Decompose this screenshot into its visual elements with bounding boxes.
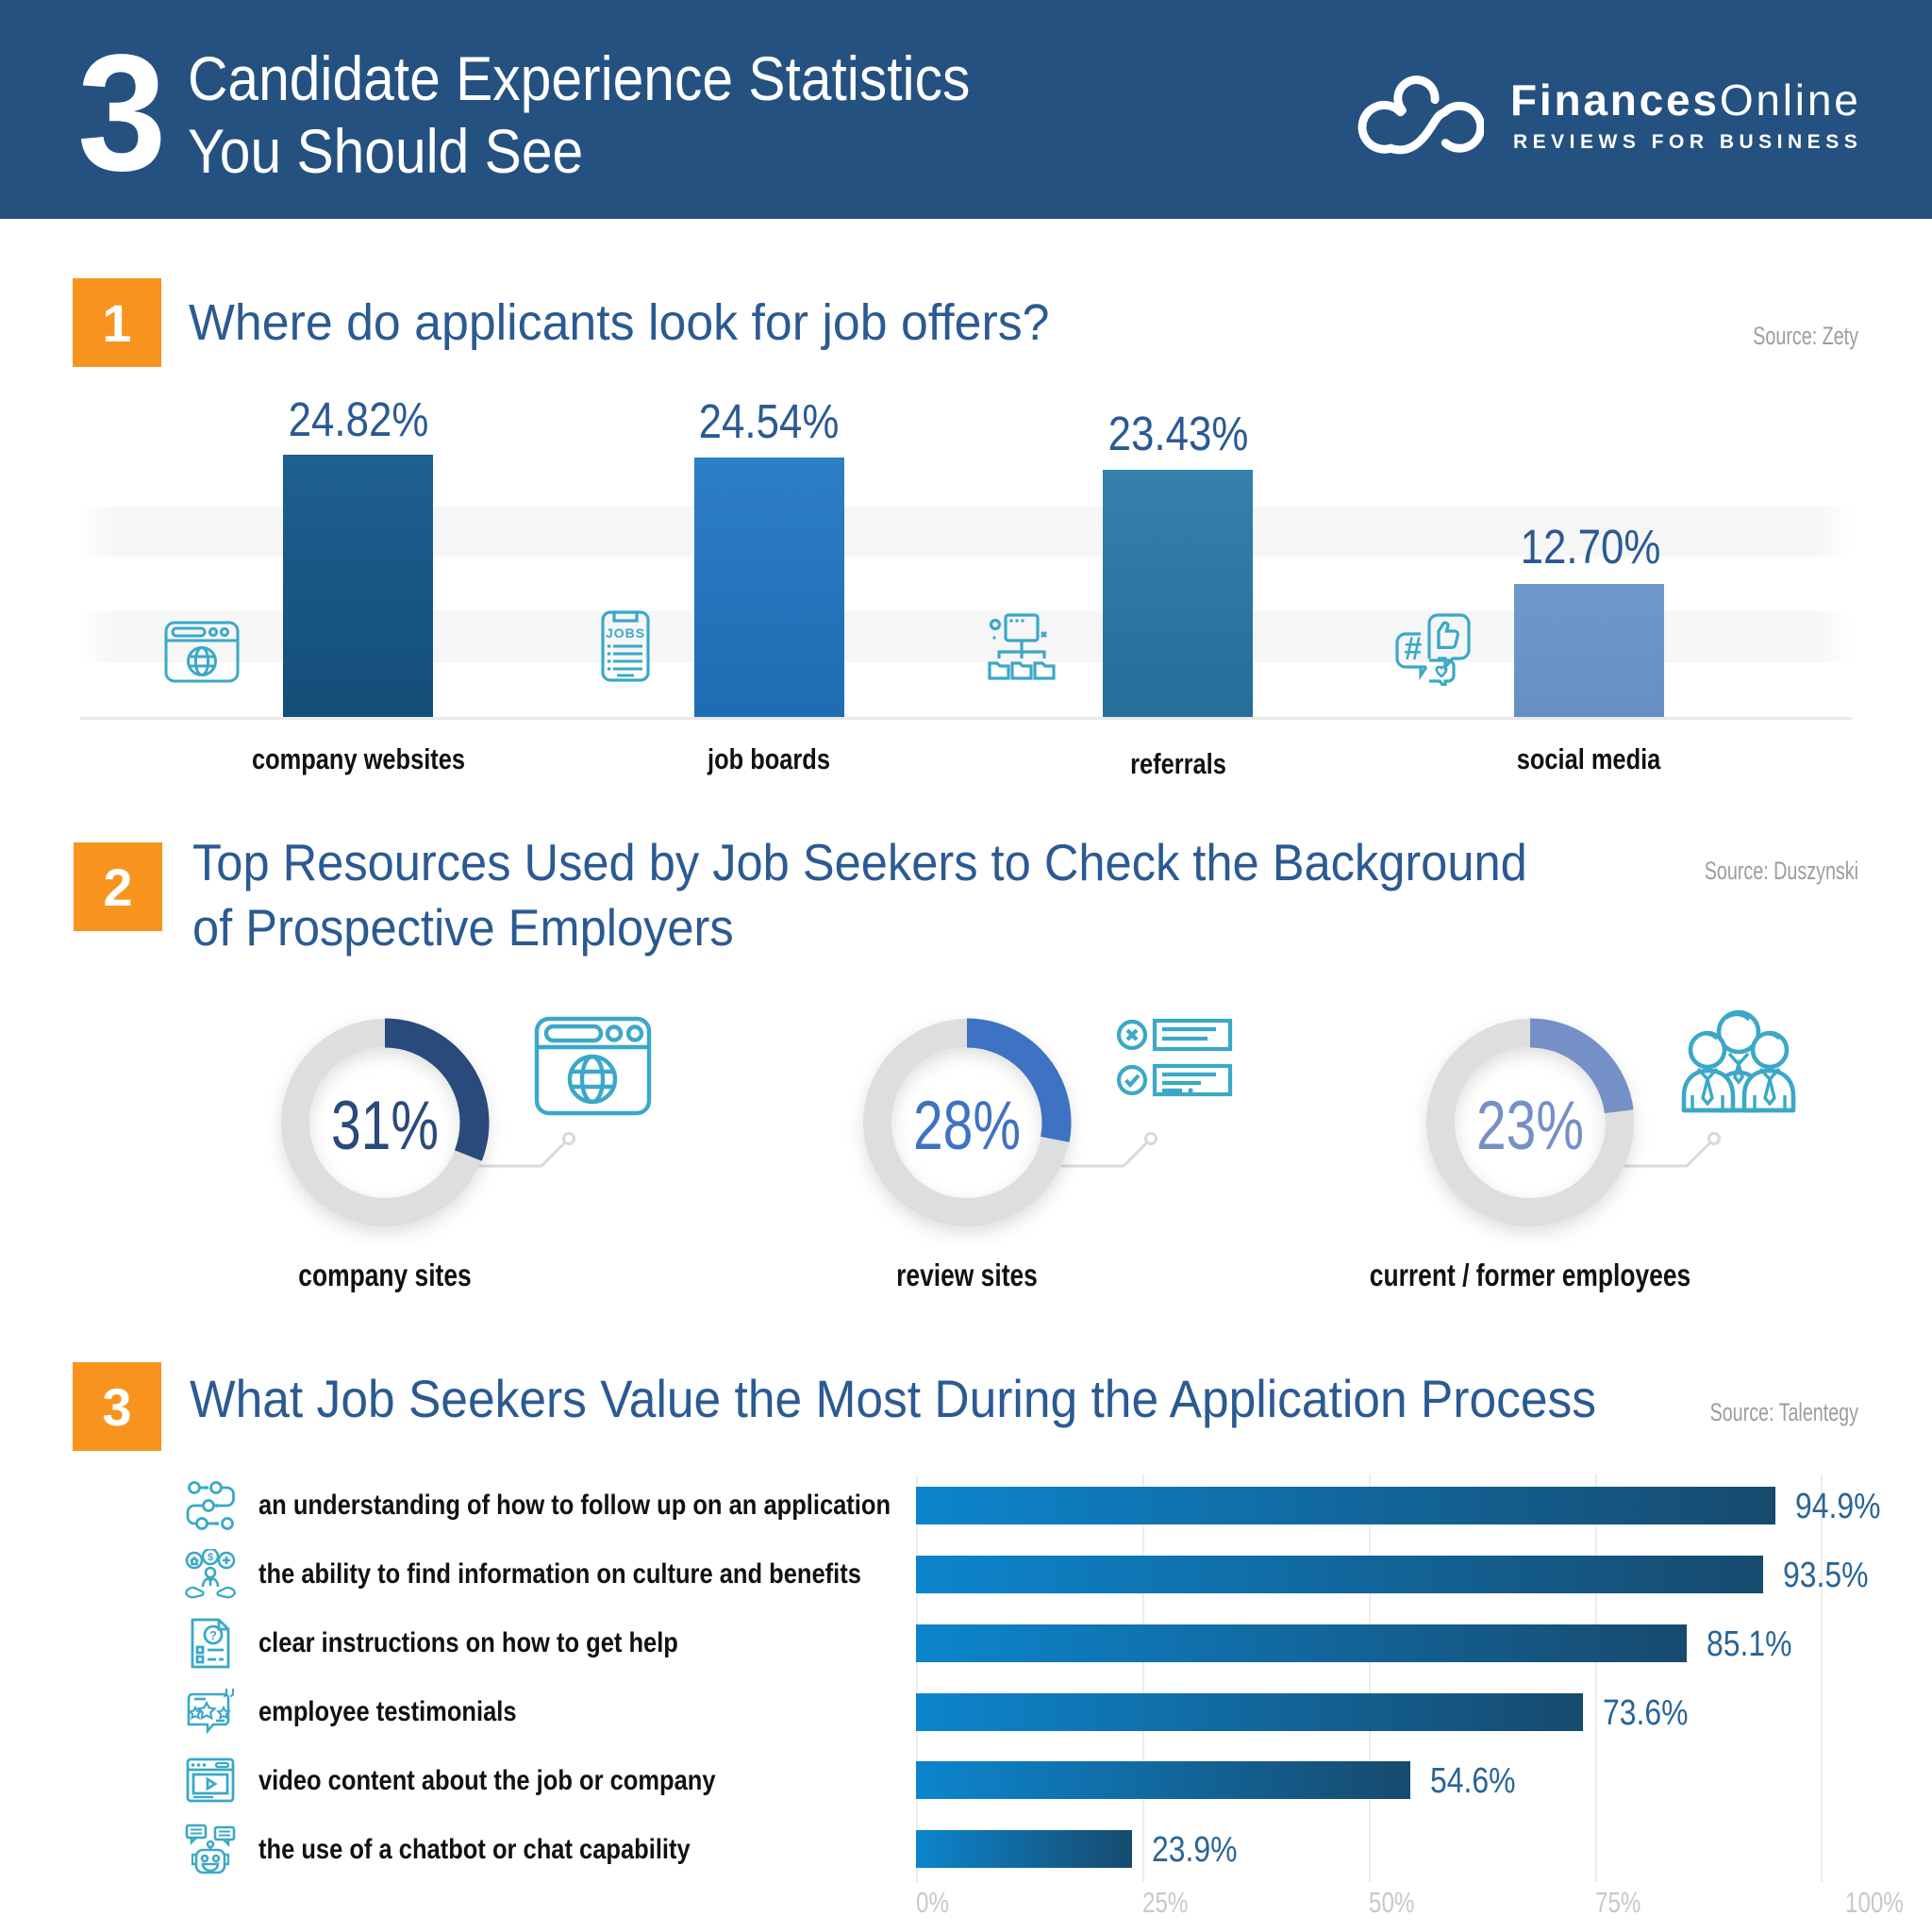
svg-text:#: # [1405, 631, 1423, 667]
svg-text:$: $ [208, 1552, 213, 1563]
svg-text:31%: 31% [331, 1088, 439, 1164]
svg-text:23%: 23% [1476, 1088, 1584, 1164]
svg-text:?: ? [209, 1628, 217, 1642]
svg-text:JOBS: JOBS [606, 625, 645, 641]
svg-text:28%: 28% [913, 1088, 1021, 1164]
